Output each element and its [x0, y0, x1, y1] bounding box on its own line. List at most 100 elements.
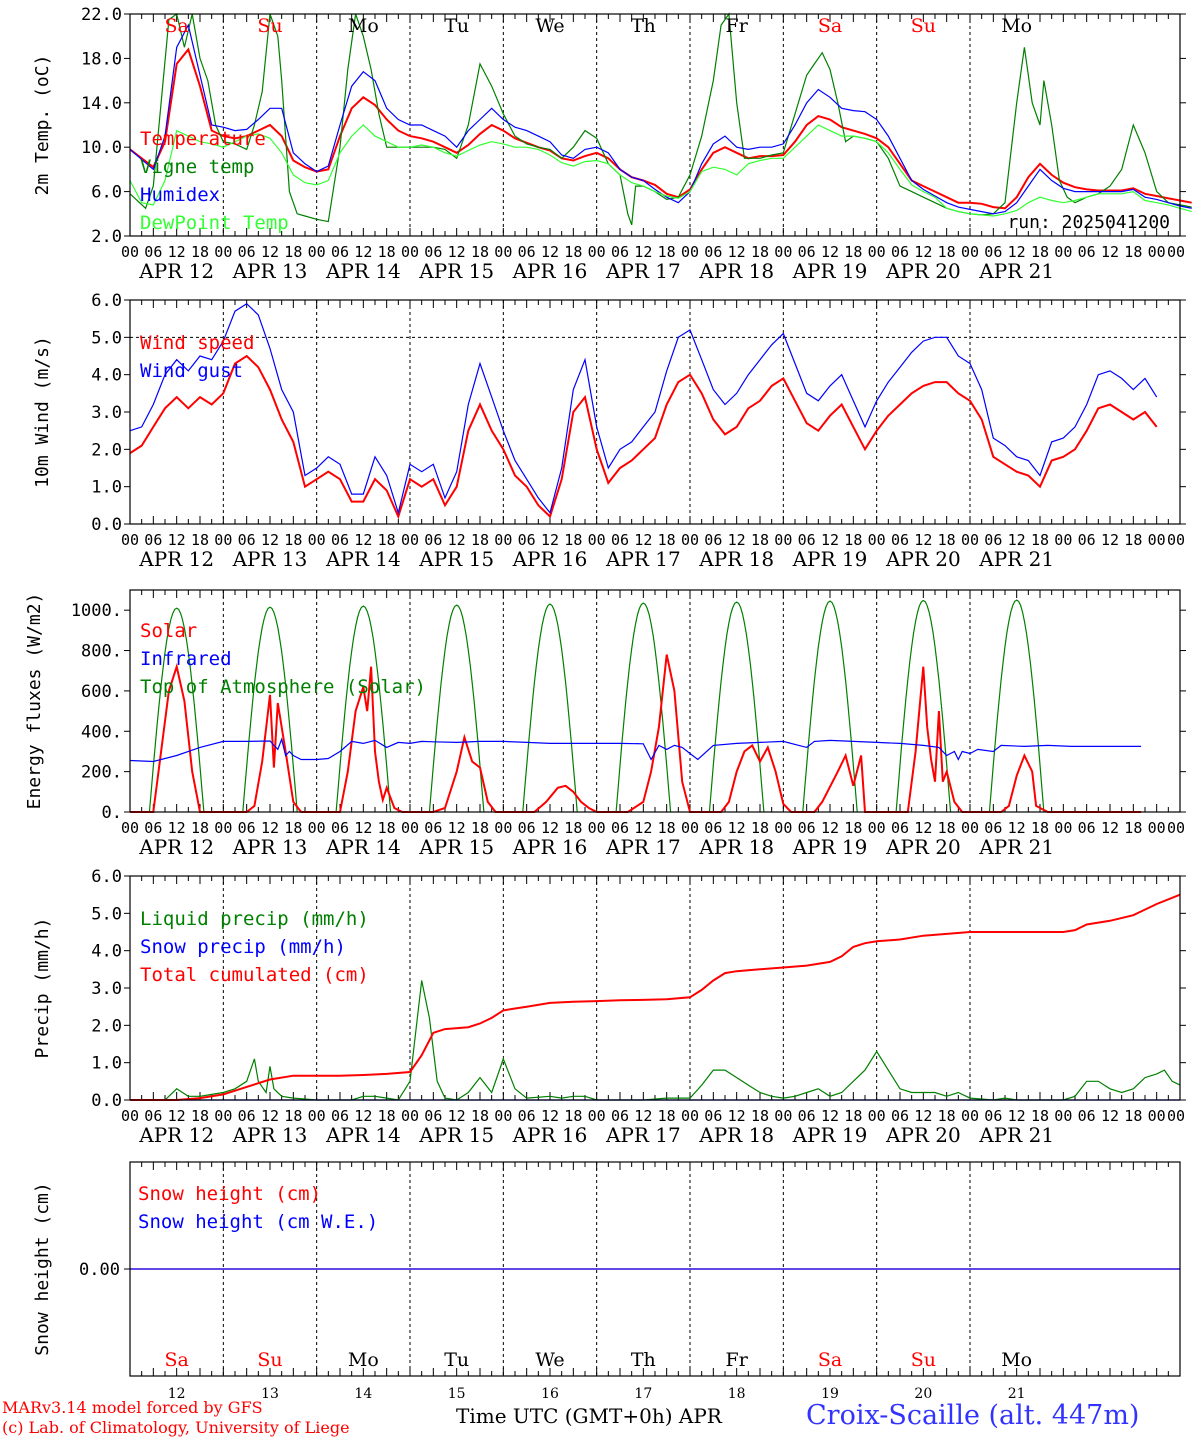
- hour-tick-label: 12: [914, 1107, 932, 1125]
- date-label: APR 12: [138, 1123, 214, 1147]
- hour-tick-label: 12: [261, 531, 279, 549]
- day-name-label: Th: [631, 1349, 656, 1371]
- date-label: APR 13: [232, 1123, 308, 1147]
- y-tick-label: 1.0: [91, 478, 122, 498]
- date-label: APR 17: [605, 259, 681, 283]
- hour-tick-label: 12: [634, 819, 652, 837]
- hour-tick-label: 00: [214, 1107, 232, 1125]
- hour-tick-label: 18: [378, 531, 396, 549]
- y-tick-label: 6.0: [91, 183, 122, 203]
- y-tick-label: 22.0: [81, 5, 122, 25]
- hour-tick-label: 12: [448, 819, 466, 837]
- hour-tick-label: 18: [844, 531, 862, 549]
- xaxis-month: APR: [678, 1404, 722, 1428]
- y-axis-label: Precip (mm/h): [32, 918, 53, 1059]
- date-label: APR 16: [512, 1123, 588, 1147]
- hour-tick-label: 06: [984, 819, 1002, 837]
- hour-tick-label: 12: [914, 819, 932, 837]
- series-humidex: [129, 23, 1192, 215]
- hour-tick-label: 00: [681, 1107, 699, 1125]
- y-tick-label: 0.0: [91, 515, 122, 535]
- hour-tick-label: 12: [634, 531, 652, 549]
- hour-tick-label: 00: [121, 531, 139, 549]
- legend-item: Snow precip (mm/h): [140, 936, 346, 958]
- day-number-label: 16: [541, 1386, 559, 1402]
- xaxis-title-text: Time UTC (GMT+0h): [456, 1404, 673, 1428]
- hour-tick-label: 00: [961, 1107, 979, 1125]
- date-label: APR 19: [792, 1123, 868, 1147]
- hour-tick-label: 00: [1054, 243, 1072, 261]
- hour-tick-label: 12: [821, 531, 839, 549]
- legend-item: Snow height (cm W.E.): [138, 1211, 378, 1233]
- hour-tick-label: 12: [1008, 531, 1026, 549]
- day-name-label: Mo: [348, 1349, 379, 1371]
- hour-tick-label: 00: [308, 243, 326, 261]
- hour-tick-label: 00: [214, 531, 232, 549]
- hour-tick-label: 00: [121, 819, 139, 837]
- y-tick-label: 200.: [81, 763, 122, 783]
- hour-tick-label: 12: [821, 819, 839, 837]
- date-label: APR 14: [325, 547, 401, 571]
- hour-tick-label: 12: [448, 243, 466, 261]
- hour-tick-label: 06: [891, 243, 909, 261]
- y-tick-label: 3.0: [91, 403, 122, 423]
- hour-tick-label: 00: [961, 243, 979, 261]
- credit-line-1: MARv3.14 model forced by GFS: [2, 1398, 263, 1417]
- hour-tick-label: 06: [1078, 819, 1096, 837]
- y-tick-label: 800.: [81, 642, 122, 662]
- hour-tick-label: 18: [658, 1107, 676, 1125]
- hour-tick-label: 12: [728, 819, 746, 837]
- date-label: APR 14: [325, 835, 401, 859]
- hour-tick-label: 00: [1148, 819, 1166, 837]
- hour-tick-label: 00: [681, 243, 699, 261]
- hour-tick-label: 12: [821, 243, 839, 261]
- hour-tick-label: 18: [938, 819, 956, 837]
- date-label: APR 12: [138, 835, 214, 859]
- date-label: APR 13: [232, 835, 308, 859]
- day-name-label: Sa: [164, 15, 188, 37]
- hour-tick-label: 06: [331, 243, 349, 261]
- y-tick-label: 1.0: [91, 1054, 122, 1074]
- legend-item: Infrared: [140, 648, 232, 670]
- y-tick-label: 0.00: [79, 1260, 120, 1280]
- day-name-label: Sa: [164, 1349, 188, 1371]
- hour-tick-label: 06: [1078, 243, 1096, 261]
- y-tick-label: 4.0: [91, 942, 122, 962]
- hour-tick-label: 06: [984, 1107, 1002, 1125]
- legend-item: Humidex: [140, 184, 220, 206]
- hour-tick-label: 12: [728, 531, 746, 549]
- date-label: APR 17: [605, 547, 681, 571]
- hour-tick-label: 18: [1031, 1107, 1049, 1125]
- hour-tick-label: 06: [611, 1107, 629, 1125]
- hour-tick-label: 18: [1031, 243, 1049, 261]
- day-name-label: Mo: [348, 15, 379, 37]
- hour-tick-label: 06: [144, 531, 162, 549]
- date-label: APR 19: [792, 259, 868, 283]
- day-number-label: 14: [354, 1386, 372, 1402]
- date-label: APR 18: [698, 259, 774, 283]
- plot-frame: [129, 1161, 1181, 1377]
- hour-tick-label: 12: [541, 531, 559, 549]
- panel-precip: 0.0 1.0 2.0 3.0 4.0 5.0 6.0 Precip (mm/h) Liquid…: [32, 867, 1186, 1147]
- y-axis-label: 10m Wind (m/s): [32, 336, 53, 488]
- panel-snow: 0.00 Snow height (cm) Snow height (cm) Snow…: [32, 1161, 1181, 1402]
- y-tick-label: 0.: [102, 803, 122, 823]
- panel-temp: 2.0 6.0 10.0 14.0 18.0 22.0 2m Temp. (oC) Tempe…: [32, 5, 1192, 283]
- hour-tick-label: 06: [424, 1107, 442, 1125]
- hour-tick-label: 00: [1054, 531, 1072, 549]
- date-label: APR 14: [325, 259, 401, 283]
- series-vigne-temp: [129, 12, 1192, 226]
- date-label: APR 12: [138, 259, 214, 283]
- hour-tick-label: 18: [564, 1107, 582, 1125]
- hour-tick-label: 18: [844, 243, 862, 261]
- series-infrared: [129, 737, 1142, 763]
- hour-tick-label: 18: [751, 819, 769, 837]
- date-label: APR 17: [605, 1123, 681, 1147]
- hour-tick-label: 18: [191, 1107, 209, 1125]
- hour-tick-label: 12: [1008, 243, 1026, 261]
- panel-wind: 0.0 1.0 2.0 3.0 4.0 5.0 6.0 10m Wind (m/s) Wind …: [32, 291, 1186, 571]
- date-label: APR 16: [512, 835, 588, 859]
- series-wind-gust: [129, 302, 1158, 516]
- y-tick-label: 2.0: [91, 440, 122, 460]
- hour-tick-label: 18: [378, 819, 396, 837]
